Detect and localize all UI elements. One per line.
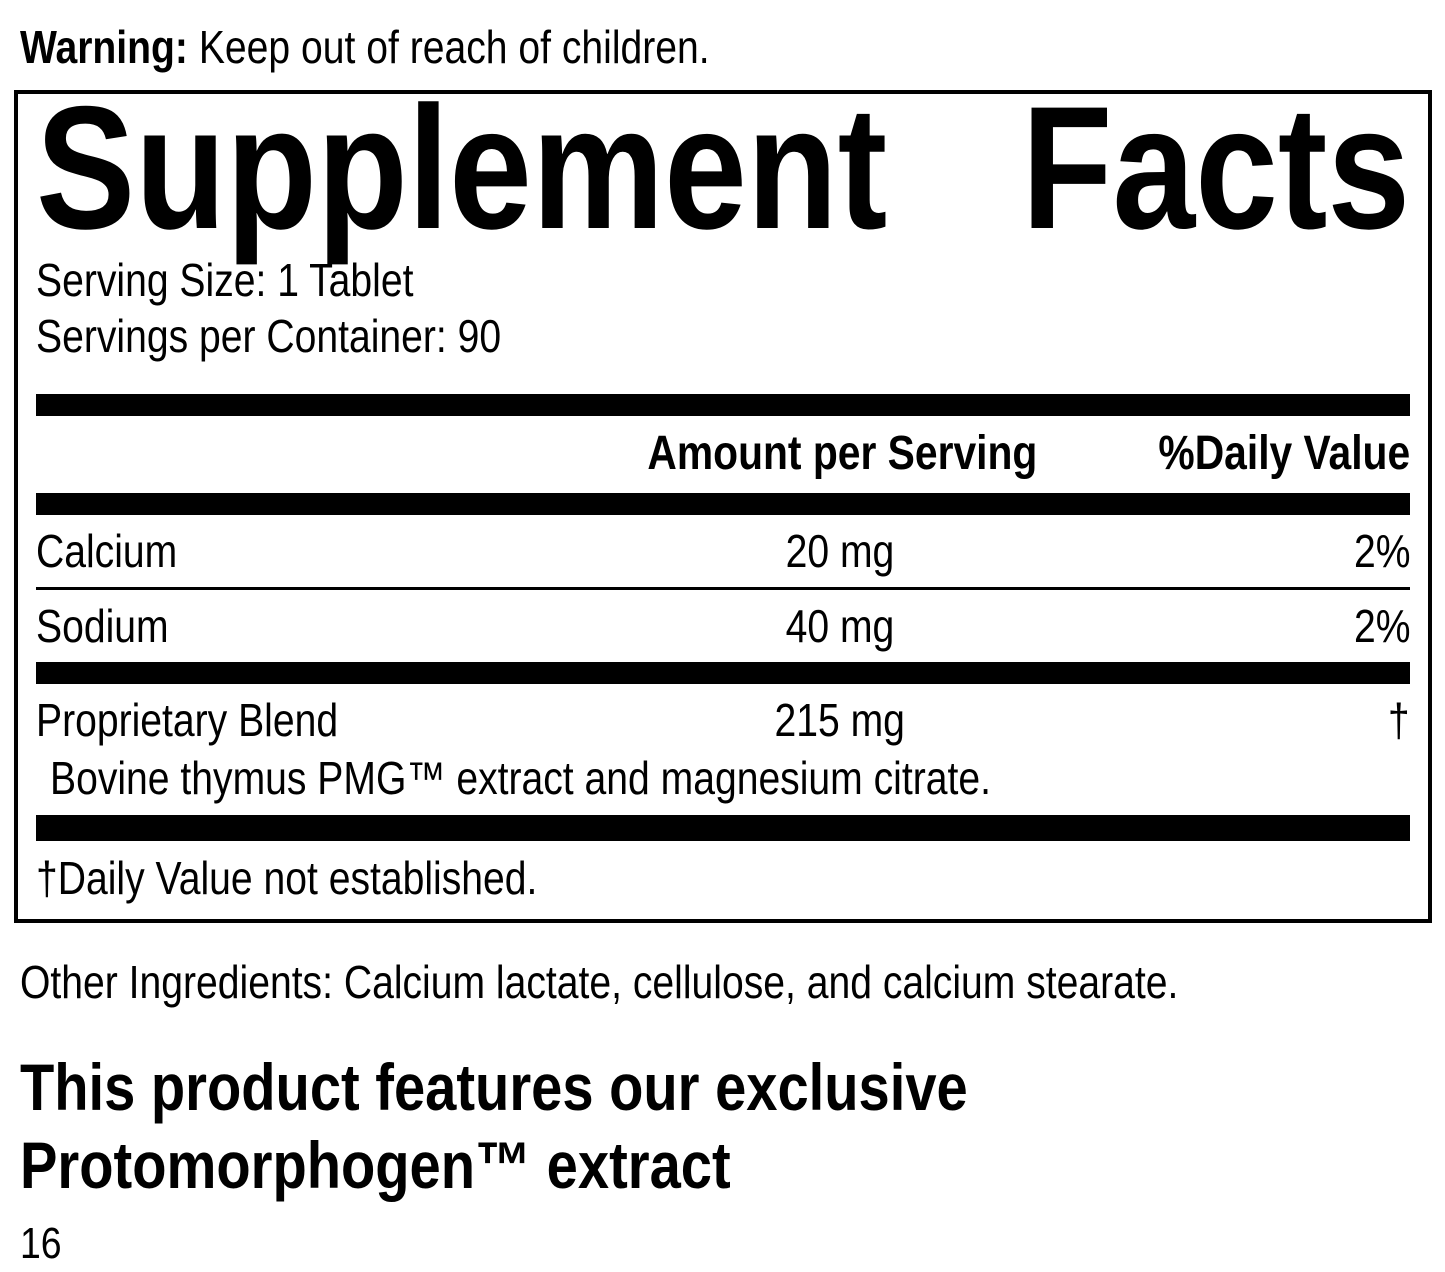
warning-text: Keep out of reach of children.	[198, 21, 710, 73]
headline-line1: This product features our exclusive	[20, 1050, 968, 1125]
table-row-proprietary-blend: Proprietary Blend 215 mg †	[36, 684, 1410, 749]
other-ingredients-line: Other Ingredients: Calcium lactate, cell…	[20, 956, 1179, 1009]
page-number: 16	[20, 1218, 62, 1268]
panel-title-word2: Facts	[1021, 71, 1410, 266]
panel-title: Supplement Facts	[36, 71, 1410, 266]
panel-title-word1: Supplement	[36, 71, 888, 266]
nutrient-amount-cell: 20 mg	[785, 525, 895, 578]
separator-bar-thick	[36, 815, 1410, 842]
nutrient-name-cell: Proprietary Blend	[36, 694, 339, 747]
nutrient-dv-cell: 2%	[1353, 600, 1410, 653]
separator-bar-thick	[36, 493, 1410, 516]
table-row-calcium: Calcium 20 mg 2%	[36, 515, 1410, 591]
servings-per-container-line: Servings per Container: 90	[36, 310, 502, 363]
amount-column-header-cell: Amount per Serving	[647, 427, 1038, 481]
nutrient-dv-cell: 2%	[1353, 525, 1410, 578]
separator-bar-thick	[36, 394, 1410, 417]
headline-line2: Protomorphogen™ extract	[20, 1128, 731, 1203]
table-row-sodium: Sodium 40 mg 2%	[36, 590, 1410, 662]
nutrient-dv-cell: †	[1388, 694, 1410, 747]
serving-info: Serving Size: 1 Tablet Servings per Cont…	[36, 252, 1410, 364]
warning-line: Warning: Keep out of reach of children.	[20, 20, 1432, 74]
supplement-facts-panel: Supplement Facts Serving Size: 1 Tablet …	[14, 71, 1432, 924]
proprietary-blend-description: Bovine thymus PMG™ extract and magnesium…	[50, 752, 991, 805]
separator-bar-thick	[36, 662, 1410, 685]
serving-size-line: Serving Size: 1 Tablet	[36, 254, 414, 306]
nutrient-name-cell: Calcium	[36, 525, 178, 578]
nutrient-amount-cell: 215 mg	[774, 694, 905, 747]
daily-value-column-header-cell: %Daily Value	[1158, 427, 1410, 481]
warning-text-wrap: Warning: Keep out of reach of children.	[20, 20, 710, 74]
daily-value-footnote: †Daily Value not established.	[36, 852, 538, 905]
column-header-row: Amount per Serving %Daily Value	[36, 416, 1410, 493]
warning-label: Warning:	[20, 21, 188, 73]
nutrient-name-cell: Sodium	[36, 600, 169, 653]
nutrient-amount-cell: 40 mg	[785, 600, 895, 653]
product-feature-headline: This product features our exclusive Prot…	[20, 1049, 1432, 1205]
